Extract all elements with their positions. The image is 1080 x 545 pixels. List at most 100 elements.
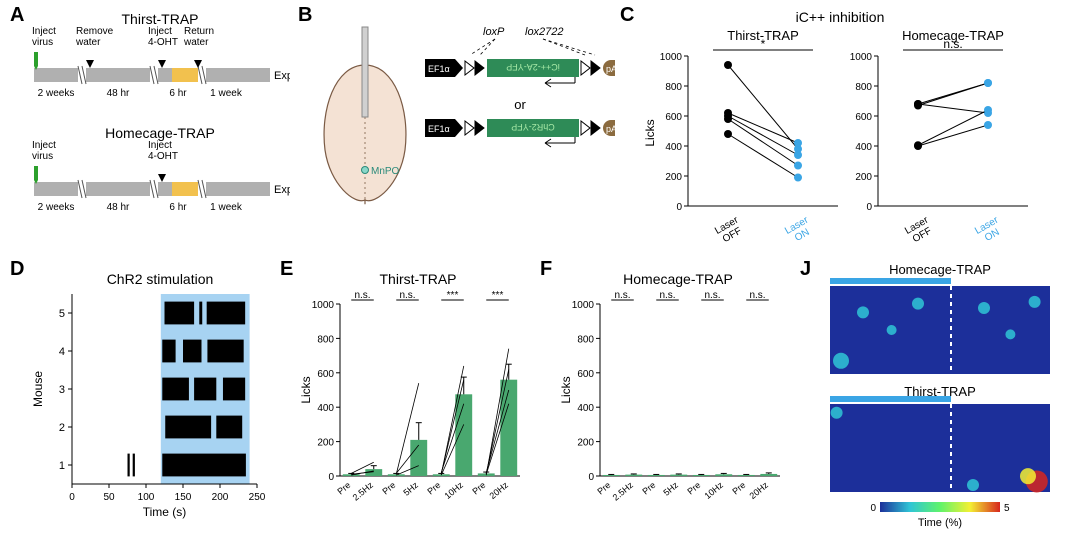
svg-text:200: 200 <box>855 172 872 183</box>
svg-text:iC++ inhibition: iC++ inhibition <box>796 9 885 25</box>
svg-text:20Hz: 20Hz <box>488 480 511 501</box>
svg-text:150: 150 <box>175 492 192 503</box>
svg-text:400: 400 <box>577 403 594 414</box>
svg-text:50: 50 <box>103 492 115 503</box>
svg-text:600: 600 <box>665 112 682 123</box>
svg-text:10Hz: 10Hz <box>443 480 466 501</box>
svg-text:pA: pA <box>606 64 615 74</box>
svg-text:Homecage-TRAP: Homecage-TRAP <box>889 262 991 277</box>
svg-text:10Hz: 10Hz <box>703 480 726 501</box>
svg-text:Licks: Licks <box>559 376 573 403</box>
svg-text:1: 1 <box>59 460 65 472</box>
svg-text:Time (%): Time (%) <box>918 517 962 529</box>
svg-text:Homecage-TRAP: Homecage-TRAP <box>623 271 733 287</box>
panel-D-raster: ChR2 stimulation12345050100150200250Mous… <box>30 270 275 540</box>
svg-text:n.s.: n.s. <box>659 290 675 301</box>
svg-text:0: 0 <box>866 202 872 213</box>
svg-text:400: 400 <box>665 142 682 153</box>
svg-text:n.s.: n.s. <box>749 290 765 301</box>
svg-text:100: 100 <box>138 492 155 503</box>
svg-text:800: 800 <box>855 82 872 93</box>
svg-text:n.s.: n.s. <box>704 290 720 301</box>
svg-text:200: 200 <box>212 492 229 503</box>
svg-text:LaserOFF: LaserOFF <box>903 214 936 246</box>
svg-text:0: 0 <box>676 202 682 213</box>
svg-text:20Hz: 20Hz <box>748 480 771 501</box>
svg-text:n.s.: n.s. <box>399 290 415 301</box>
svg-text:2: 2 <box>59 422 65 434</box>
svg-text:Pre: Pre <box>470 480 487 497</box>
svg-text:0: 0 <box>588 472 594 483</box>
svg-text:Thirst-TRAP: Thirst-TRAP <box>122 11 199 27</box>
svg-text:6 hr: 6 hr <box>169 202 187 213</box>
svg-text:200: 200 <box>665 172 682 183</box>
svg-text:2.5Hz: 2.5Hz <box>611 480 636 503</box>
svg-text:Removewater: Removewater <box>75 26 114 48</box>
svg-text:400: 400 <box>855 142 872 153</box>
panel-C-iCpp: iC++ inhibitionLicksThirst-TRAP*02004006… <box>640 8 1070 253</box>
svg-text:LaserON: LaserON <box>973 214 1006 246</box>
svg-text:Pre: Pre <box>640 480 657 497</box>
svg-text:1000: 1000 <box>850 52 873 63</box>
svg-text:800: 800 <box>665 82 682 93</box>
svg-text:1 week: 1 week <box>210 202 243 213</box>
svg-text:200: 200 <box>577 438 594 449</box>
svg-text:4: 4 <box>59 346 65 358</box>
svg-text:pA: pA <box>606 124 615 134</box>
svg-text:48 hr: 48 hr <box>107 88 130 99</box>
svg-text:1000: 1000 <box>572 300 595 311</box>
svg-text:0: 0 <box>69 492 75 503</box>
svg-text:800: 800 <box>577 334 594 345</box>
svg-text:2 weeks: 2 weeks <box>38 202 75 213</box>
svg-text:400: 400 <box>317 403 334 414</box>
svg-text:iC++-2A-YFP: iC++-2A-YFP <box>506 62 560 72</box>
svg-text:or: or <box>514 97 526 112</box>
svg-text:Pre: Pre <box>685 480 702 497</box>
svg-text:5Hz: 5Hz <box>401 480 420 498</box>
svg-text:loxP: loxP <box>483 26 505 38</box>
svg-text:***: *** <box>447 290 459 301</box>
svg-text:2 weeks: 2 weeks <box>38 88 75 99</box>
svg-text:0: 0 <box>328 472 334 483</box>
svg-text:Returnwater: Returnwater <box>183 26 214 48</box>
panel-label-D: D <box>10 258 24 281</box>
svg-text:ChR2-YFP: ChR2-YFP <box>511 122 555 132</box>
panel-E-thirst-bars: Thirst-TRAP02004006008001000Licksn.s.n.s… <box>298 270 533 540</box>
svg-text:1000: 1000 <box>660 52 683 63</box>
svg-text:Inject4-OHT: Inject4-OHT <box>148 26 178 48</box>
svg-text:Injectvirus: Injectvirus <box>32 140 56 162</box>
svg-text:n.s.: n.s. <box>943 37 962 51</box>
svg-text:n.s.: n.s. <box>614 290 630 301</box>
svg-text:EF1α: EF1α <box>428 124 450 134</box>
svg-text:Expt: Expt <box>274 184 290 196</box>
panel-label-C: C <box>620 4 634 27</box>
svg-text:MnPO: MnPO <box>371 166 400 177</box>
svg-text:Mouse: Mouse <box>31 371 45 407</box>
svg-text:800: 800 <box>317 334 334 345</box>
panel-F-homecage-bars: Homecage-TRAP 0 200 400 600 800 1000 Licks n.s. n… <box>558 270 793 540</box>
svg-text:6 hr: 6 hr <box>169 88 187 99</box>
svg-text:Pre: Pre <box>380 480 397 497</box>
svg-text:600: 600 <box>317 369 334 380</box>
svg-text:LaserOFF: LaserOFF <box>713 214 746 246</box>
svg-text:1000: 1000 <box>312 300 335 311</box>
panel-J-heatmaps: Homecage-TRAPThirst-TRAP05Time (%) <box>820 262 1075 542</box>
svg-text:Expt: Expt <box>274 70 290 82</box>
panel-label-F: F <box>540 258 552 281</box>
svg-text:5: 5 <box>59 308 65 320</box>
svg-text:48 hr: 48 hr <box>107 202 130 213</box>
panel-A-timelines: Thirst-TRAP Injectvirus Removewater Inject4… <box>30 10 290 240</box>
svg-text:600: 600 <box>577 369 594 380</box>
svg-text:Licks: Licks <box>299 376 313 403</box>
svg-text:Thirst-TRAP: Thirst-TRAP <box>380 271 457 287</box>
svg-text:Injectvirus: Injectvirus <box>32 26 56 48</box>
svg-text:Pre: Pre <box>335 480 352 497</box>
svg-text:Pre: Pre <box>595 480 612 497</box>
panel-label-E: E <box>280 258 293 281</box>
svg-text:ChR2 stimulation: ChR2 stimulation <box>107 271 214 287</box>
svg-text:250: 250 <box>249 492 266 503</box>
panel-label-J: J <box>800 258 811 281</box>
svg-text:0: 0 <box>870 503 876 514</box>
svg-text:*: * <box>761 37 766 51</box>
svg-text:2.5Hz: 2.5Hz <box>351 480 376 503</box>
